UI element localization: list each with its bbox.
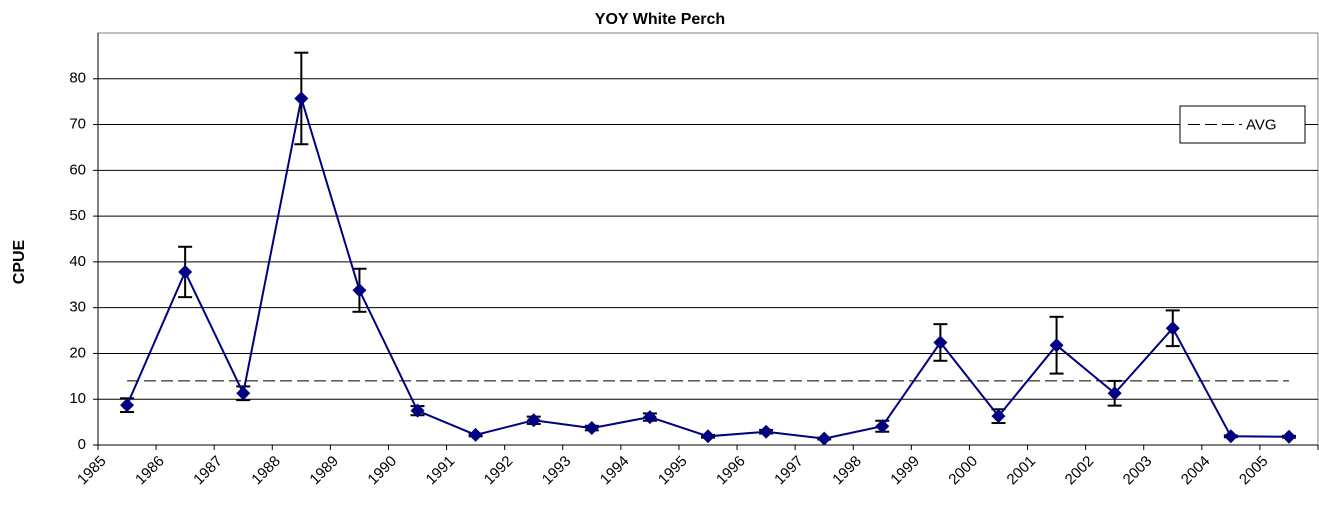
x-tick-label: 1990	[364, 453, 400, 489]
x-tick-label: 2000	[945, 453, 981, 489]
marker	[1049, 338, 1064, 353]
x-tick-label: 2002	[1062, 453, 1098, 489]
legend-box	[1179, 105, 1306, 144]
x-tick-label: 1991	[423, 453, 459, 489]
chart-title: YOY White Perch	[595, 11, 725, 28]
y-tick-label: 30	[69, 299, 86, 316]
marker	[759, 424, 774, 439]
marker	[178, 264, 193, 279]
marker	[875, 419, 890, 434]
marker	[1165, 321, 1180, 336]
plot-area	[97, 32, 1319, 446]
x-tick-label: 2004	[1178, 453, 1214, 489]
x-tick-label: 1987	[190, 453, 226, 489]
marker	[1281, 429, 1296, 444]
x-tick-label: 1995	[655, 453, 691, 489]
x-tick-label: 1996	[713, 453, 749, 489]
marker	[1107, 386, 1122, 401]
y-tick-label: 20	[69, 344, 86, 361]
marker	[352, 283, 367, 298]
x-tick-label: 1997	[771, 453, 807, 489]
x-tick-label: 2005	[1236, 453, 1272, 489]
marker	[584, 421, 599, 436]
y-tick-label: 0	[78, 436, 86, 453]
marker	[410, 403, 425, 418]
marker	[294, 91, 309, 106]
marker	[120, 398, 135, 413]
x-tick-label: 1985	[74, 453, 110, 489]
x-tick-label: 2003	[1120, 453, 1156, 489]
y-tick-label: 70	[69, 116, 86, 133]
marker	[236, 386, 251, 401]
marker	[468, 427, 483, 442]
legend-label: AVG	[1246, 116, 1277, 133]
x-tick-label: 1988	[248, 453, 284, 489]
y-tick-label: 50	[69, 207, 86, 224]
marker	[817, 431, 832, 446]
y-tick-label: 60	[69, 161, 86, 178]
x-tick-label: 1992	[481, 453, 517, 489]
y-tick-label: 80	[69, 70, 86, 87]
marker	[991, 409, 1006, 424]
x-tick-label: 1994	[597, 453, 633, 489]
y-axis-label: CPUE	[11, 239, 28, 284]
x-tick-label: 1986	[132, 453, 168, 489]
x-tick-label: 1989	[306, 453, 342, 489]
marker	[933, 335, 948, 350]
x-tick-label: 1993	[539, 453, 575, 489]
y-tick-label: 10	[69, 390, 86, 407]
y-tick-label: 40	[69, 253, 86, 270]
x-tick-label: 2001	[1004, 453, 1040, 489]
x-tick-label: 1998	[829, 453, 865, 489]
marker	[1223, 429, 1238, 444]
marker	[642, 410, 657, 425]
marker	[701, 429, 715, 444]
x-tick-label: 1999	[887, 453, 923, 489]
marker	[526, 413, 541, 428]
